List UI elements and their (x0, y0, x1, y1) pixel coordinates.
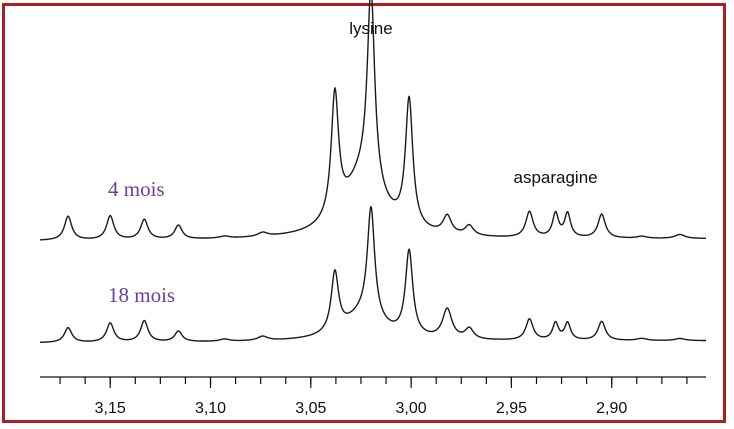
peak-annotation-asparagine: asparagine (513, 168, 597, 187)
x-tick-label: 2,90 (596, 400, 627, 417)
spectrum-traces (39, 0, 707, 343)
x-tick-label: 3,05 (295, 400, 326, 417)
spectrum-trace-2 (39, 205, 707, 343)
x-tick-label: 3,15 (95, 400, 126, 417)
spectrum-trace-1 (39, 0, 707, 241)
series-label-1: 4 mois (108, 177, 165, 201)
figure-frame (2, 3, 726, 423)
x-tick-label: 2,95 (496, 400, 527, 417)
x-tick-label: 3,00 (396, 400, 427, 417)
series-label-2: 18 mois (108, 283, 175, 307)
x-axis: 3,15 3,10 3,05 3,00 2,95 2,90 (40, 376, 706, 417)
x-tick-label: 3,10 (195, 400, 226, 417)
peak-annotation-lysine: lysine (349, 19, 392, 38)
chart-labels: 4 mois 18 mois lysine asparagine (108, 19, 598, 307)
